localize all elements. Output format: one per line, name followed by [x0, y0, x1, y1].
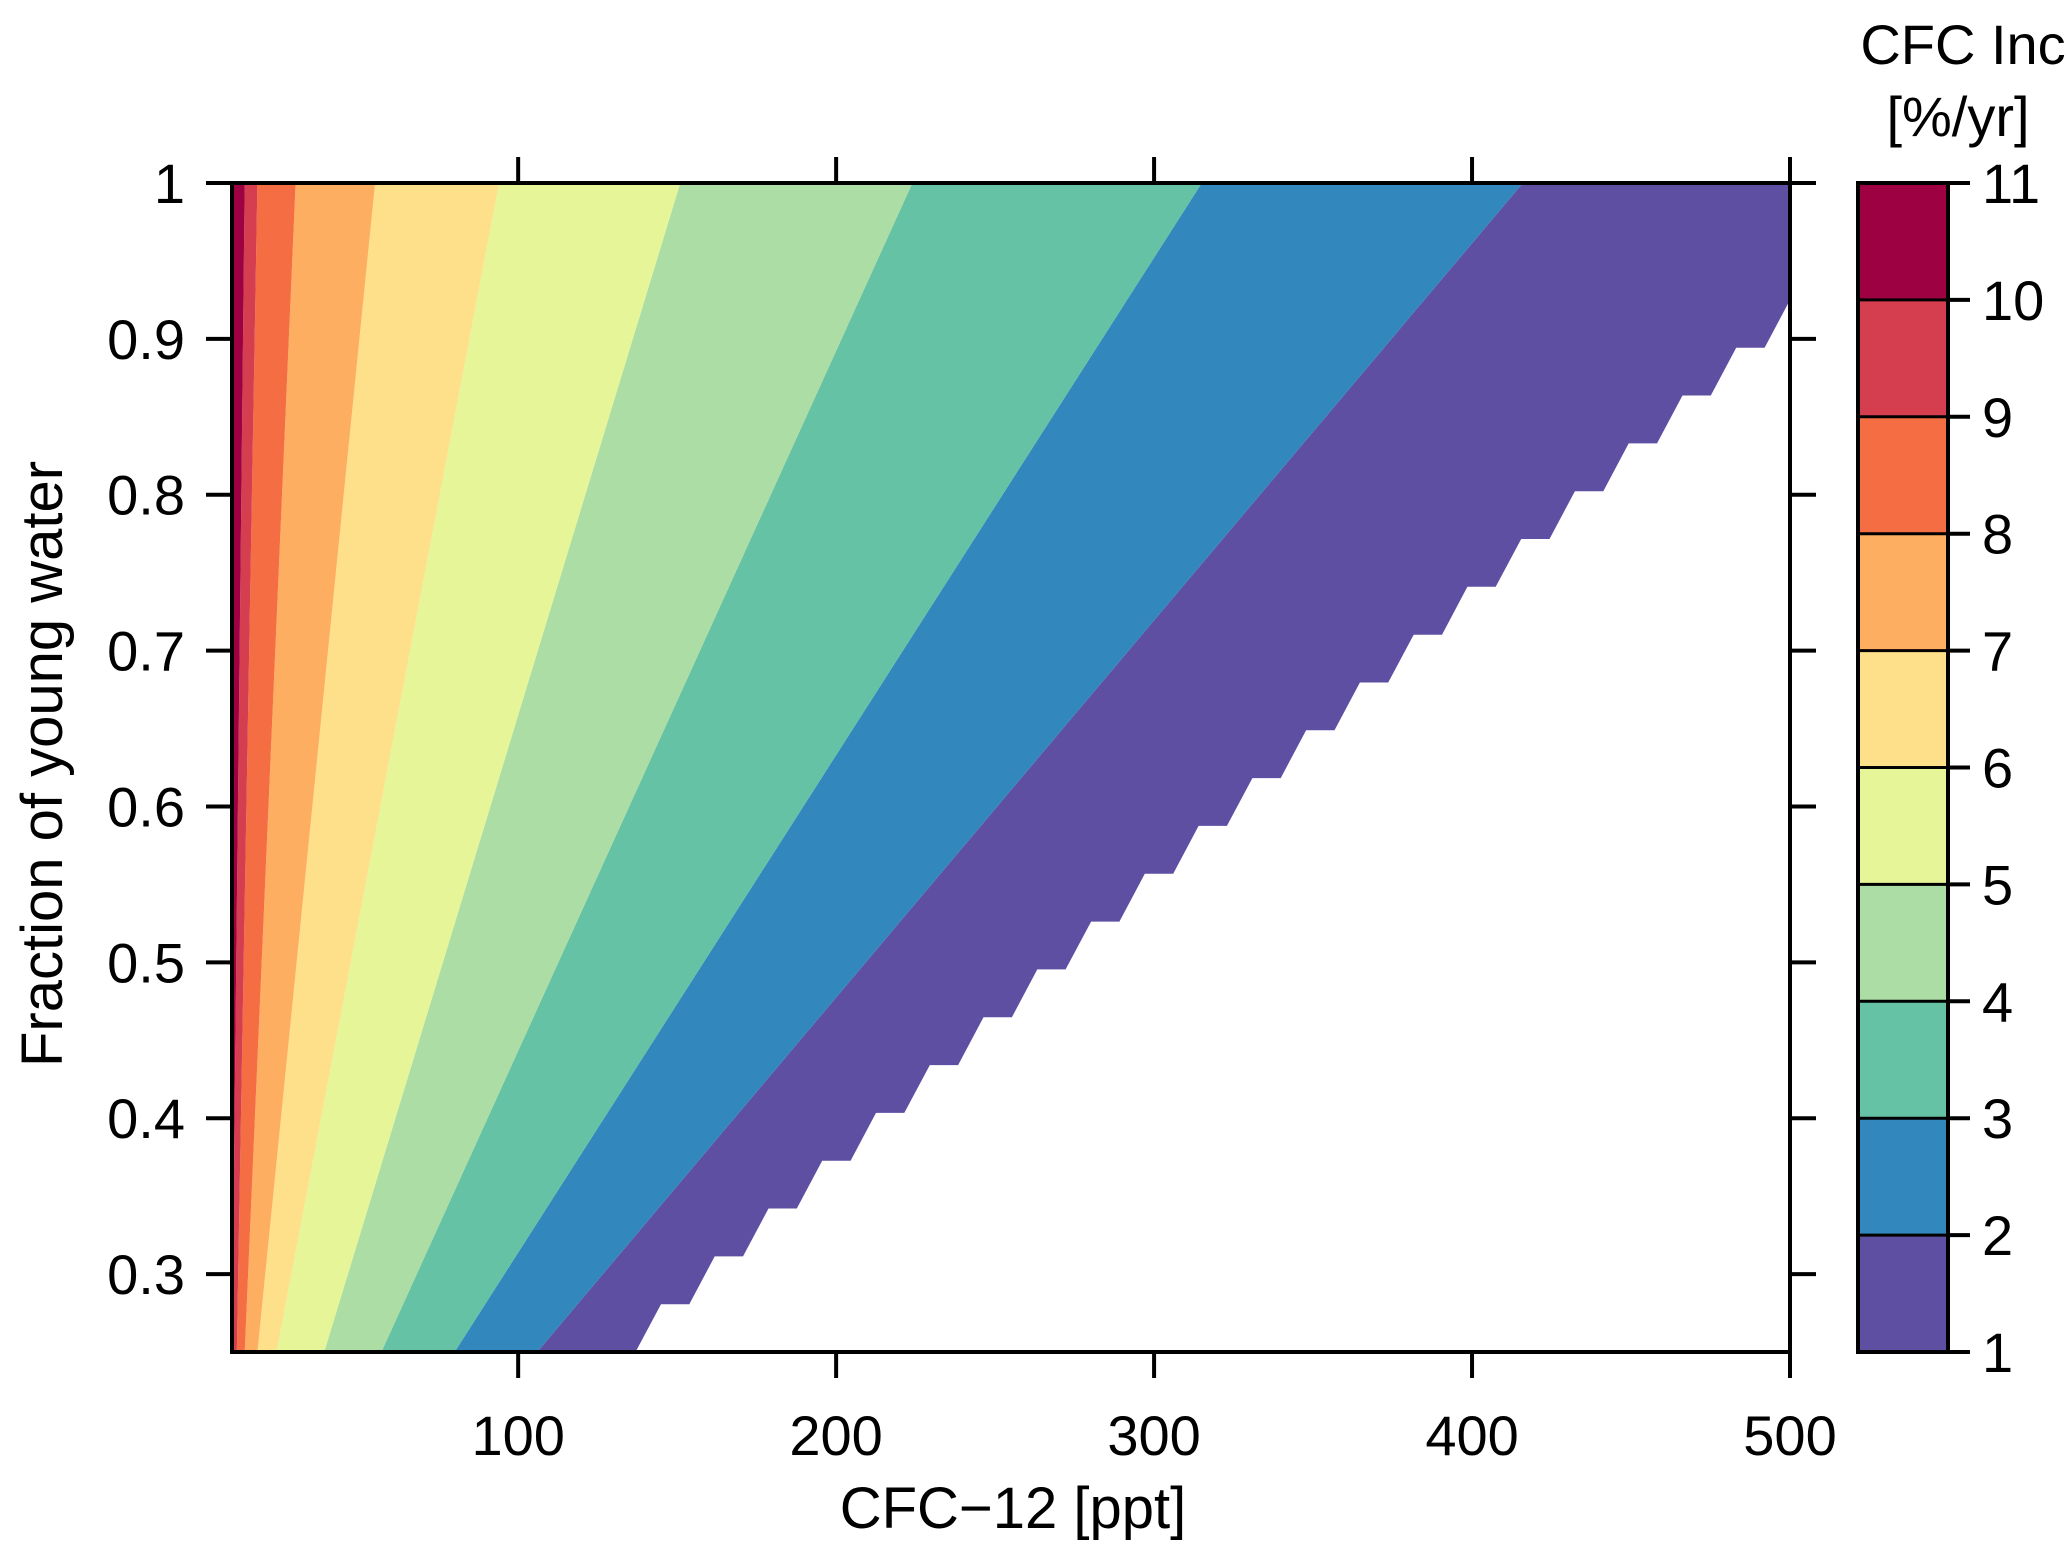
- colorbar-swatch-5: [1858, 767, 1948, 885]
- colorbar-swatch-9: [1858, 299, 1948, 417]
- x-axis-title: CFC−12 [ppt]: [840, 1476, 1187, 1541]
- colorbar-tick-label: 11: [1982, 152, 2040, 215]
- colorbar-title-line2: [%/yr]: [1886, 85, 2029, 148]
- colorbar-swatch-6: [1858, 650, 1948, 768]
- contour-band-10-11: [232, 183, 245, 1352]
- contour-band-7-8: [244, 183, 376, 1352]
- y-tick-label: 1: [154, 152, 185, 215]
- colorbar-tick-label: 9: [1982, 386, 2013, 449]
- colorbar-swatch-3: [1858, 1001, 1948, 1119]
- x-axis-ticks: 100 200 300 400 500: [471, 157, 1837, 1467]
- contour-band-5-6: [276, 183, 681, 1352]
- contour-band-6-7: [257, 183, 500, 1352]
- plot-border: [230, 181, 1792, 1354]
- colorbar-swatch-10: [1858, 183, 1948, 300]
- colorbar-swatch-7: [1858, 533, 1948, 651]
- y-axis-title: Fraction of young water: [10, 461, 75, 1067]
- colorbar-tick-label: 5: [1982, 853, 2013, 916]
- contour-band-2-3: [454, 183, 1523, 1352]
- x-tick-label: 100: [471, 1404, 564, 1467]
- y-tick-label: 0.4: [107, 1087, 185, 1150]
- y-tick-label: 0.6: [107, 775, 185, 838]
- colorbar-swatch-2: [1858, 1118, 1948, 1236]
- contour-band-8-9: [236, 183, 296, 1352]
- colorbar: 1 2 3 4 5 6 7 8 9 10 11: [1856, 152, 2044, 1384]
- contour-band-1-2: [537, 183, 1791, 1352]
- colorbar-tick-label: 2: [1982, 1204, 2013, 1267]
- colorbar-swatch-8: [1858, 416, 1948, 534]
- colorbar-tick-label: 1: [1982, 1321, 2013, 1384]
- colorbar-swatch-1: [1858, 1235, 1948, 1352]
- x-tick-label: 400: [1425, 1404, 1518, 1467]
- colorbar-tick-label: 10: [1982, 269, 2044, 332]
- contour-band-9-10: [232, 183, 258, 1352]
- colorbar-tick-label: 3: [1982, 1087, 2013, 1150]
- colorbar-tick-label: 8: [1982, 503, 2013, 566]
- x-tick-label: 200: [789, 1404, 882, 1467]
- y-tick-label: 0.5: [107, 931, 185, 994]
- y-axis-ticks: 0.3 0.4 0.5 0.6 0.7 0.8 0.9 1: [107, 152, 1816, 1306]
- contour-band-4-5: [324, 183, 913, 1352]
- contour-bands: [232, 183, 1791, 1352]
- contour-band-3-4: [381, 183, 1202, 1352]
- colorbar-tick-label: 6: [1982, 737, 2013, 800]
- y-tick-label: 0.9: [107, 308, 185, 371]
- x-tick-label: 300: [1107, 1404, 1200, 1467]
- colorbar-border: [1856, 181, 1950, 1354]
- y-tick-label: 0.7: [107, 620, 185, 683]
- colorbar-tick-label: 4: [1982, 970, 2013, 1033]
- colorbar-tick-label: 7: [1982, 620, 2013, 683]
- colorbar-title-line1: CFC Inc: [1860, 13, 2065, 76]
- y-tick-label: 0.3: [107, 1243, 185, 1306]
- x-tick-label: 500: [1743, 1404, 1836, 1467]
- colorbar-swatch-4: [1858, 884, 1948, 1002]
- y-tick-label: 0.8: [107, 464, 185, 527]
- plot-frame: [230, 181, 1792, 1354]
